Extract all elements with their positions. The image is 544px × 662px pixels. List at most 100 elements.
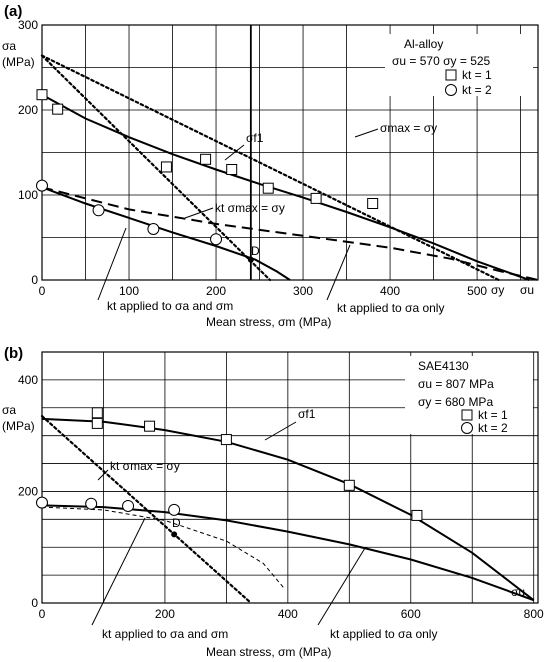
panel-a-smax-leader (354, 128, 379, 138)
curve-line (41, 93, 530, 281)
square-marker (160, 161, 172, 173)
point-d-dot (247, 256, 254, 263)
panel-b-markers (36, 407, 423, 538)
x-tick-label: 300 (293, 284, 313, 298)
curve-line (40, 54, 500, 282)
panel-b-label: (b) (4, 345, 23, 362)
panel-a-smax-label: σmax = σy (380, 121, 437, 135)
panel-a-ticks: 0 100 200 300 400 500 0 100 200 300 (18, 18, 487, 298)
panel-a-material: Al-alloy (404, 37, 443, 51)
panel-a-kt-both-leader (97, 227, 127, 301)
circle-marker (210, 233, 223, 246)
circle-marker (85, 497, 98, 510)
curve-line (41, 506, 286, 590)
panel-b-ylabel-symbol: σa (2, 403, 16, 417)
circle-marker (92, 204, 105, 217)
panel-a-legend-bg (385, 34, 533, 96)
panel-b-sf1-leader (264, 421, 297, 441)
panel-a-sy-axis-label: σy (491, 283, 504, 297)
x-tick-label: 200 (206, 284, 226, 298)
y-tick-label: 100 (18, 188, 38, 202)
panel-a-kt-only-label: kt applied to σa only (337, 301, 444, 315)
x-tick-label: 400 (380, 284, 400, 298)
panel-a-sf1-leader (224, 144, 245, 161)
x-tick-label: 0 (39, 607, 46, 621)
panel-a-xlabel: Mean stress, σm (MPa) (206, 315, 331, 329)
curve-line (40, 54, 272, 282)
square-marker (144, 420, 156, 432)
panel-a-su-axis-label: σu (520, 283, 534, 297)
y-tick-label: 0 (31, 596, 38, 610)
curve-line (40, 415, 253, 605)
circle-marker (147, 223, 160, 235)
panel-a-sf1-label: σf1 (246, 131, 264, 145)
panel-a-markers (36, 89, 379, 263)
square-marker (36, 89, 48, 101)
panel-b: (b) 0 200 400 600 800 0 200 400 σa (MPa) Mean s… (2, 345, 544, 659)
point-d-dot (171, 531, 178, 538)
square-marker (411, 509, 423, 521)
panel-b-legend-label-kt2: kt = 2 (478, 421, 508, 435)
square-marker (91, 417, 103, 429)
circle-marker (36, 496, 48, 509)
circle-marker (168, 503, 181, 516)
panel-a-kt-smax-leader (184, 207, 214, 219)
panel-b-kt-only-label: kt applied to σa only (330, 627, 437, 641)
square-marker (220, 434, 232, 446)
x-tick-label: 100 (119, 284, 139, 298)
panel-a-legend-label-kt2: kt = 2 (462, 83, 492, 97)
square-marker (310, 192, 322, 204)
panel-b-kt-both-label: kt applied to σa and σm (102, 627, 228, 641)
panel-b-legend-label-kt1: kt = 1 (478, 408, 508, 422)
panel-a-legend-square-marker (445, 69, 457, 81)
panel-b-properties-1: σu = 807 MPa (418, 377, 494, 391)
panel-b-xlabel: Mean stress, σm (MPa) (206, 645, 331, 659)
panel-a-point-d-label: D (251, 244, 260, 258)
panel-b-properties-2: σy = 680 MPa (418, 395, 493, 409)
x-tick-label: 400 (278, 607, 298, 621)
panel-a-kt-smax-label: kt σmax = σy (215, 201, 285, 215)
panel-a-legend-label-kt1: kt = 1 (462, 68, 492, 82)
y-tick-label: 0 (31, 273, 38, 287)
panel-b-legend-circle-marker (461, 422, 473, 434)
y-tick-label: 400 (18, 373, 38, 387)
square-marker (367, 198, 379, 209)
square-marker (226, 164, 238, 175)
circle-marker (36, 179, 48, 192)
panel-b-point-d-label: D (172, 516, 181, 530)
panel-a-ylabel-unit: (MPa) (2, 55, 35, 69)
y-tick-label: 200 (18, 484, 38, 498)
x-tick-label: 500 (467, 284, 487, 298)
panel-a-properties: σu = 570 σy = 525 (392, 54, 491, 68)
x-tick-label: 600 (401, 607, 421, 621)
panel-b-su-axis-label: σu (511, 585, 525, 599)
x-tick-label: 200 (155, 607, 175, 621)
panel-b-ticks: 0 200 400 600 800 0 200 400 (18, 373, 544, 621)
panel-b-kt-both-leader (91, 517, 146, 626)
curve-line (41, 186, 291, 281)
panel-b-kt-smax-leader (97, 469, 109, 481)
panel-a-legend-circle-marker (445, 84, 457, 96)
square-marker (200, 153, 212, 165)
square-marker (343, 479, 355, 491)
panel-b-legend-bg (405, 356, 533, 434)
panel-a-curves (40, 54, 539, 282)
panel-b-legend-square-marker (461, 409, 473, 421)
panel-a-kt-only-leader (326, 244, 351, 301)
y-tick-label: 300 (18, 18, 38, 32)
x-tick-label: 800 (524, 607, 544, 621)
panel-b-sf1-label: σf1 (298, 407, 316, 421)
x-tick-label: 0 (39, 284, 46, 298)
panel-b-material: SAE4130 (418, 359, 469, 373)
panel-a-label: (a) (4, 3, 22, 20)
panel-a-kt-both-label: kt applied to σa and σm (107, 299, 233, 313)
panel-b-kt-only-leader (317, 547, 366, 626)
y-tick-label: 200 (18, 103, 38, 117)
square-marker (52, 103, 64, 115)
panel-a-ylabel-symbol: σa (2, 39, 16, 53)
panel-b-kt-smax-label: kt σmax = σy (110, 459, 180, 473)
curve-line (41, 186, 539, 281)
square-marker (262, 182, 274, 194)
